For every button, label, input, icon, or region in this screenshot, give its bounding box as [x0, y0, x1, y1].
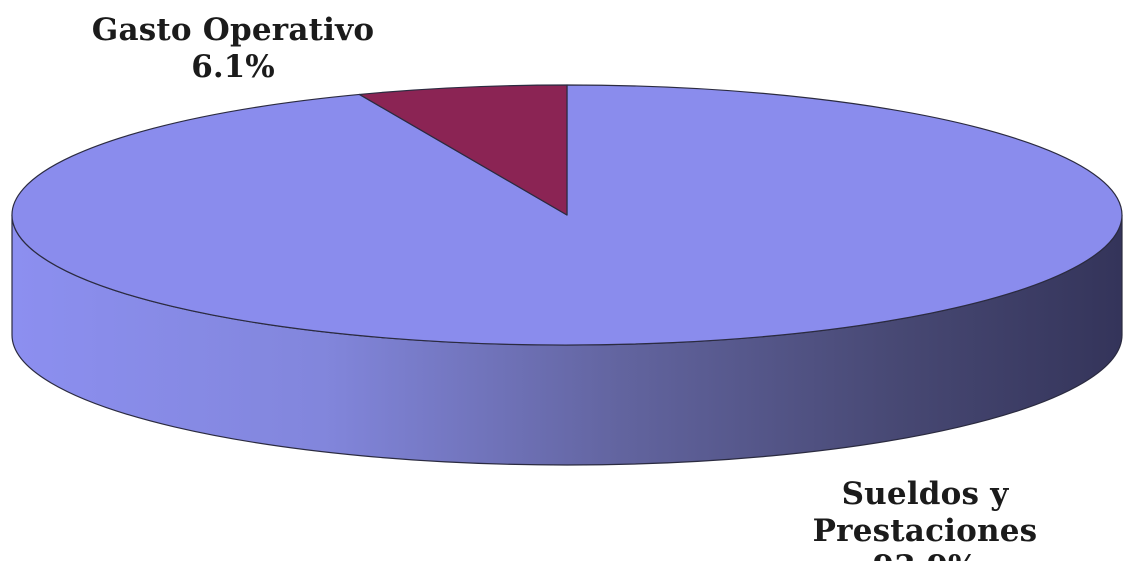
pie-top	[11, 84, 1123, 346]
slice-label-value: 93.9%	[740, 549, 1110, 561]
slice-label-sueldos-y-prestaciones: Sueldos y Prestaciones 93.9%	[740, 476, 1110, 561]
pie-slice-gasto-operativo	[358, 84, 568, 216]
slice-label-value: 6.1%	[191, 48, 275, 85]
slice-label-gasto-operativo: Gasto Operativo 6.1%	[78, 12, 388, 85]
slice-label-name: Gasto Operativo	[91, 12, 375, 48]
slice-label-name: Sueldos y Prestaciones	[812, 476, 1038, 549]
